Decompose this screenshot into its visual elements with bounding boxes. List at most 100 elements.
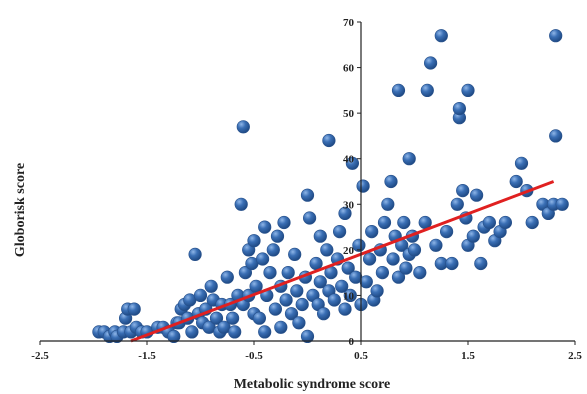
data-point [317,307,331,321]
data-point [352,238,366,252]
data-point [247,234,261,248]
data-point [452,101,467,116]
x-tick-label: 0.5 [354,350,368,362]
data-point [413,266,427,280]
data-point [555,197,569,211]
x-axis-title: Metabolic syndrome score [234,377,391,392]
data-point [434,29,448,43]
trend-line [130,180,555,343]
x-tick-label: 2.5 [568,350,582,362]
data-point [313,275,327,289]
data-point [284,307,299,321]
data-point [204,279,218,293]
data-point [193,288,208,303]
data-points [92,29,569,344]
data-point [338,206,352,220]
data-point [333,225,347,239]
data-point [345,156,360,170]
data-point [209,311,224,325]
data-point [127,302,141,316]
data-point [509,174,523,189]
data-point [399,261,413,275]
data-point [258,220,272,234]
data-point [279,293,293,307]
data-point [482,215,497,230]
data-point [470,188,484,202]
data-point [363,252,377,266]
data-point [474,256,488,271]
data-point [365,225,379,239]
data-point [391,270,406,284]
data-point [270,229,285,243]
data-point [313,229,327,243]
data-point [549,129,563,143]
data-point [335,279,349,293]
data-point [226,311,240,325]
data-point [220,270,234,284]
data-point [514,156,529,170]
x-tick-label: -1.5 [138,350,156,362]
data-point [256,252,270,266]
data-point [420,83,434,97]
data-point [338,302,352,316]
data-point [384,174,398,189]
y-tick-label: 30 [343,199,355,211]
y-tick-label: 0 [349,336,355,348]
data-point [377,215,392,230]
data-point [320,243,334,257]
data-point [498,215,513,230]
data-point [381,197,395,211]
x-tick-label: 1.5 [461,350,475,362]
data-point [456,184,470,198]
y-tick-label: 60 [343,63,355,75]
data-point [303,211,317,225]
x-tick-label: -0.5 [245,350,263,362]
y-tick-label: 10 [343,290,355,302]
data-point [288,247,302,261]
x-tick-label: -2.5 [31,350,49,362]
y-tick-label: 40 [343,154,355,166]
data-point [359,275,373,289]
data-point [295,297,309,312]
data-point [258,325,272,339]
data-point [167,329,181,344]
data-point [234,197,248,211]
data-point [356,179,370,193]
data-point [238,266,252,280]
y-axis-ticks: 0 10 20 30 40 50 60 70 [343,17,361,348]
data-point [228,325,242,339]
data-point [236,120,250,134]
data-point [461,83,475,97]
data-point [281,266,295,280]
data-point [290,284,304,298]
data-point [300,188,315,202]
data-point [263,266,277,280]
data-point [341,261,355,275]
data-point [327,293,341,307]
data-point [274,320,288,334]
x-axis-ticks: -2.5 -1.5 -0.5 0.5 1.5 2.5 [31,341,582,362]
data-point [188,247,202,261]
data-point [402,152,416,166]
data-point [268,302,283,316]
y-tick-label: 20 [343,245,355,257]
data-point [391,83,406,97]
data-point [386,252,400,266]
data-point [407,243,422,257]
data-point [266,243,280,257]
y-tick-label: 70 [343,17,355,29]
y-axis-title: Globorisk score [13,163,28,257]
data-point [300,329,315,344]
data-point [370,284,384,298]
data-point [549,29,563,43]
data-point [424,56,438,70]
data-point [397,215,411,230]
data-point [445,256,459,271]
data-point [185,325,199,339]
data-point [375,266,390,280]
data-point [343,288,357,303]
data-point [277,215,291,230]
data-point [440,225,454,239]
data-point [252,311,266,325]
